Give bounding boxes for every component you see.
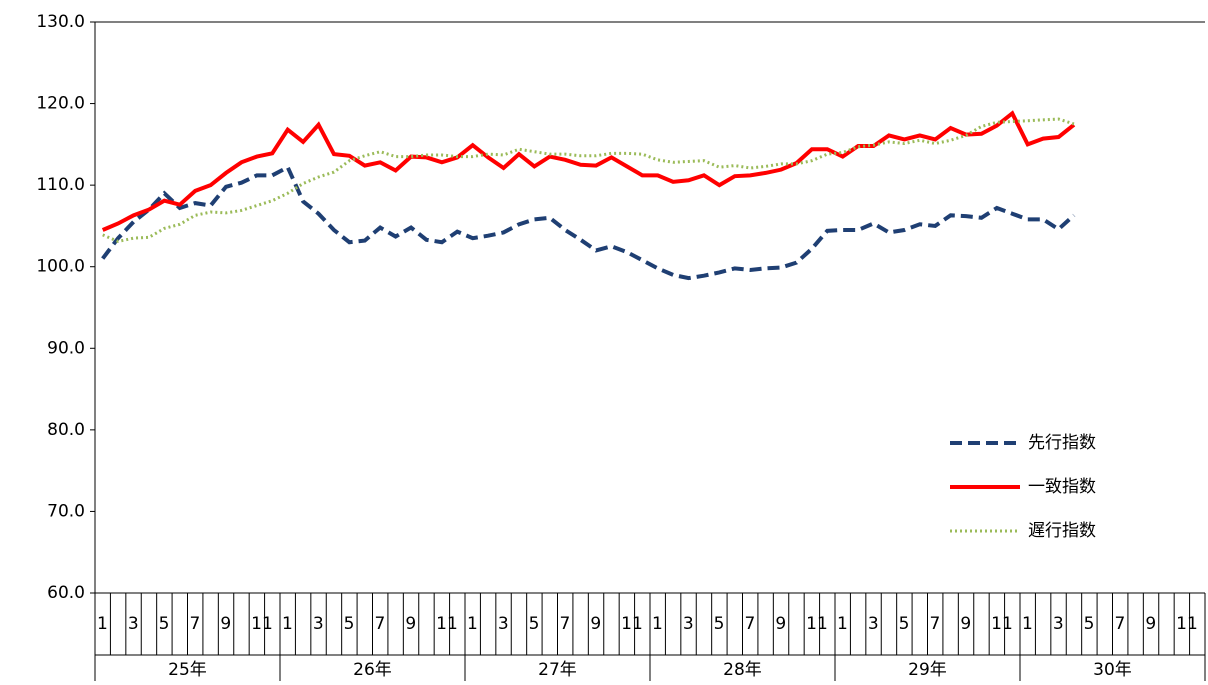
year-label: 30年	[1093, 660, 1132, 680]
x-tick-label: 9	[590, 614, 601, 634]
y-tick-label: 120.0	[36, 94, 85, 114]
y-tick-label: 90.0	[47, 338, 85, 358]
legend-label: 遅行指数	[1028, 521, 1096, 541]
x-tick-label: 3	[498, 614, 509, 634]
x-tick-label: 9	[960, 614, 971, 634]
x-tick-label: 5	[344, 614, 355, 634]
x-tick-label: 7	[190, 614, 201, 634]
x-tick-label: 11	[1176, 614, 1198, 634]
x-tick-label: 11	[621, 614, 643, 634]
legend-label: 先行指数	[1028, 433, 1096, 453]
year-label: 27年	[538, 660, 577, 680]
y-tick-label: 130.0	[36, 12, 85, 32]
x-tick-label: 1	[837, 614, 848, 634]
x-tick-label: 1	[97, 614, 108, 634]
x-tick-label: 3	[868, 614, 879, 634]
x-tick-label: 5	[899, 614, 910, 634]
year-label: 29年	[908, 660, 947, 680]
x-tick-label: 7	[375, 614, 386, 634]
year-label: 25年	[168, 660, 207, 680]
x-tick-label: 7	[745, 614, 756, 634]
x-tick-label: 11	[436, 614, 458, 634]
x-tick-label: 5	[159, 614, 170, 634]
series-line	[101, 110, 1076, 232]
x-tick-label: 9	[1145, 614, 1156, 634]
y-tick-label: 110.0	[36, 175, 85, 195]
x-tick-label: 3	[313, 614, 324, 634]
y-tick-label: 60.0	[47, 583, 85, 603]
y-tick-label: 70.0	[47, 501, 85, 521]
x-tick-label: 7	[560, 614, 571, 634]
x-tick-label: 3	[128, 614, 139, 634]
x-tick-label: 9	[405, 614, 416, 634]
legend-label: 一致指数	[1028, 477, 1096, 497]
x-tick-label: 9	[220, 614, 231, 634]
x-tick-label: 3	[683, 614, 694, 634]
x-tick-label: 11	[806, 614, 828, 634]
year-label: 28年	[723, 660, 762, 680]
x-tick-label: 9	[775, 614, 786, 634]
x-tick-label: 7	[930, 614, 941, 634]
x-tick-label: 1	[282, 614, 293, 634]
x-tick-label: 11	[991, 614, 1013, 634]
y-tick-label: 80.0	[47, 420, 85, 440]
x-tick-label: 5	[714, 614, 725, 634]
x-tick-label: 5	[529, 614, 540, 634]
series-line	[101, 164, 1076, 281]
x-tick-label: 1	[652, 614, 663, 634]
x-tick-label: 1	[467, 614, 478, 634]
x-tick-label: 5	[1084, 614, 1095, 634]
x-tick-label: 3	[1053, 614, 1064, 634]
y-tick-label: 100.0	[36, 257, 85, 277]
series-line	[102, 117, 1075, 243]
x-tick-label: 7	[1115, 614, 1126, 634]
x-tick-label: 1	[1022, 614, 1033, 634]
x-tick-label: 11	[251, 614, 273, 634]
year-label: 26年	[353, 660, 392, 680]
